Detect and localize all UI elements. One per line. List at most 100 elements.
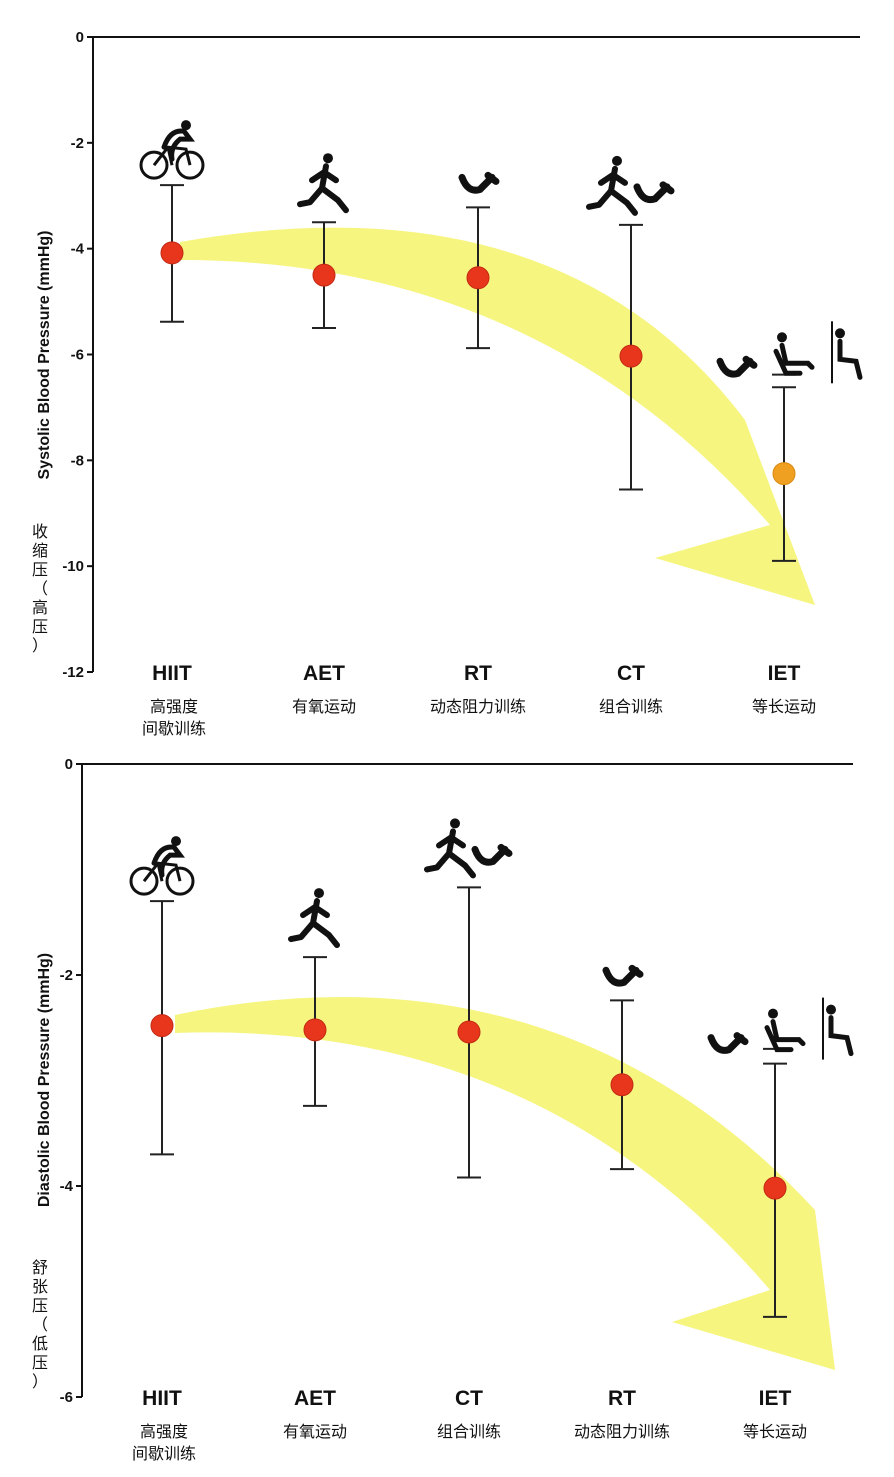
head <box>450 818 460 829</box>
x-category-label: RT <box>464 662 492 685</box>
y-axis-cn-char: ） <box>32 1372 48 1391</box>
chart-panel-1: 0 -2 -4 -6 -8 -10 -12 Systolic Blood Pressure (… <box>32 29 863 738</box>
head <box>171 836 181 847</box>
y-axis-cn-char: （ <box>32 579 48 598</box>
x-category-label: HIIT <box>152 662 192 685</box>
arm-curl-icon <box>602 964 644 987</box>
trend-arrow <box>180 227 815 605</box>
y-tick-label: 0 <box>76 29 84 46</box>
wheel <box>129 866 159 896</box>
chart-panel-2: 0 -2 -4 -6 Diastolic Blood Pressure (mmHg) 舒张… <box>32 756 854 1463</box>
y-tick-label: -12 <box>62 664 84 681</box>
arm <box>458 171 500 194</box>
data-point <box>772 462 796 486</box>
runner-icon <box>297 153 349 214</box>
data-point <box>466 266 490 290</box>
y-axis-cn-char: 高 <box>32 598 48 617</box>
y-axis-cn-char: 压 <box>32 560 48 579</box>
cyclist-icon <box>139 120 205 180</box>
head <box>181 120 191 131</box>
wheel <box>165 866 195 896</box>
x-category-cn-label: 等长运动 <box>752 697 816 716</box>
head <box>323 153 333 164</box>
head <box>314 888 324 899</box>
y-tick-label: -6 <box>71 347 84 364</box>
x-category-cn-label: 高强度 <box>140 1422 188 1441</box>
head <box>612 155 622 166</box>
y-axis-cn-char: 收 <box>32 522 48 541</box>
x-category-cn-label: 动态阻力训练 <box>430 697 526 716</box>
y-axis-cn-char: 舒 <box>32 1258 48 1277</box>
runner-icon <box>288 888 340 949</box>
y-tick-label: -2 <box>71 135 84 152</box>
wallsit-body <box>828 1015 854 1057</box>
arm-curl-icon <box>458 171 500 194</box>
seated-body <box>773 342 815 376</box>
arm <box>633 181 675 204</box>
data-point <box>303 1018 327 1042</box>
y-tick-label: 0 <box>65 756 73 773</box>
seated-body <box>764 1019 806 1053</box>
x-category-cn-label: 有氧运动 <box>292 697 356 716</box>
y-tick-label: -2 <box>60 967 73 984</box>
data-point <box>610 1073 634 1097</box>
x-category-label: IET <box>768 662 801 685</box>
rider <box>161 128 195 162</box>
x-category-label: AET <box>294 1387 336 1410</box>
x-category-label: HIIT <box>142 1387 182 1410</box>
x-category-label: RT <box>608 1387 636 1410</box>
y-axis-cn-char: （ <box>32 1315 48 1334</box>
runner-and-arm-curl-icon <box>424 818 513 879</box>
runner-and-arm-curl-icon <box>586 155 675 216</box>
y-tick-label: -4 <box>60 1178 74 1195</box>
x-category-cn-label: 有氧运动 <box>283 1422 347 1441</box>
arm <box>716 355 758 378</box>
body <box>424 828 476 879</box>
head <box>826 1004 836 1015</box>
x-category-label: CT <box>617 662 645 685</box>
wallsit-body <box>837 338 863 380</box>
data-point <box>763 1176 787 1200</box>
head <box>777 332 787 343</box>
x-category-label: IET <box>759 1387 792 1410</box>
body <box>586 165 638 216</box>
y-tick-label: -4 <box>71 241 85 258</box>
y-axis-cn-char: 压 <box>32 1296 48 1315</box>
cyclist-icon <box>129 836 195 896</box>
y-axis-cn-char: 压 <box>32 617 48 636</box>
data-point <box>619 344 643 368</box>
x-category-cn-label: 高强度 <box>150 697 198 716</box>
arm <box>471 843 513 866</box>
x-category-label: AET <box>303 662 345 685</box>
arm <box>602 964 644 987</box>
x-category-label: CT <box>455 1387 483 1410</box>
y-axis-cn-char: 缩 <box>32 541 48 560</box>
data-point <box>150 1014 174 1038</box>
wheel <box>175 150 205 180</box>
x-category-cn-label: 组合训练 <box>437 1422 501 1441</box>
x-category-cn-label: 间歇训练 <box>132 1444 196 1463</box>
data-point <box>312 263 336 287</box>
y-axis-cn-char: 压 <box>32 1353 48 1372</box>
x-category-cn-label: 组合训练 <box>599 697 663 716</box>
data-point <box>457 1020 481 1044</box>
body <box>297 163 349 214</box>
body <box>288 898 340 949</box>
data-point <box>160 241 184 265</box>
arm-chair-wall-sit-icon <box>707 997 854 1060</box>
y-axis-title: Systolic Blood Pressure (mmHg) <box>36 231 53 480</box>
head <box>835 328 845 339</box>
y-tick-label: -8 <box>71 452 84 469</box>
x-category-cn-label: 等长运动 <box>743 1422 807 1441</box>
wheel <box>139 150 169 180</box>
x-category-cn-label: 间歇训练 <box>142 719 206 738</box>
y-axis-title: Diastolic Blood Pressure (mmHg) <box>36 953 53 1207</box>
arm-chair-wall-sit-icon <box>716 321 863 384</box>
y-tick-label: -6 <box>60 1389 73 1406</box>
rider <box>151 844 185 878</box>
head <box>768 1008 778 1019</box>
arm <box>707 1032 749 1054</box>
y-axis-cn-char: 低 <box>32 1334 48 1353</box>
trend-arrow <box>175 996 835 1370</box>
